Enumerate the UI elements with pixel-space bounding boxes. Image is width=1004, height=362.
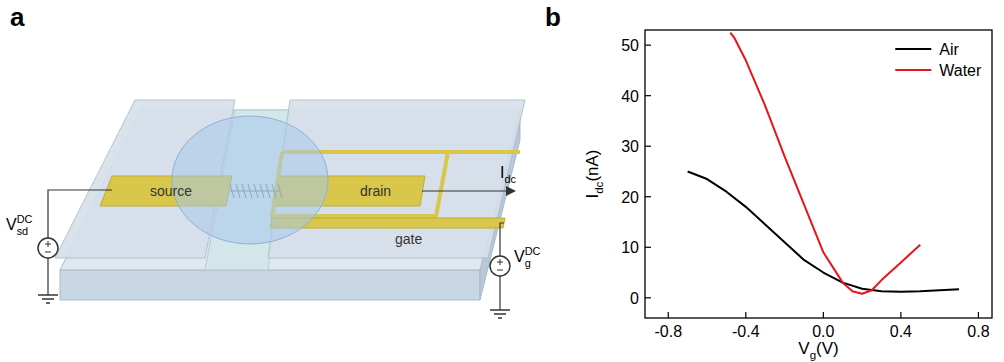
label-sup: DC xyxy=(525,245,541,257)
water-droplet xyxy=(172,116,328,244)
label-sub: sd xyxy=(17,225,29,237)
x-tick xyxy=(978,312,979,318)
x-tick-label: -0.8 xyxy=(654,323,682,340)
y-tick-label: 40 xyxy=(621,88,639,105)
label-base: V xyxy=(514,248,525,265)
plot-frame xyxy=(645,30,992,318)
x-tick-label: 0.0 xyxy=(812,323,834,340)
label-sup: DC xyxy=(17,213,33,225)
slab-front xyxy=(60,270,480,300)
ground xyxy=(494,313,506,315)
x-tick-label: 0.8 xyxy=(967,323,989,340)
label-sub: g xyxy=(525,257,531,269)
x-tick xyxy=(745,312,746,318)
ground xyxy=(490,309,510,311)
ground xyxy=(498,317,502,319)
panel-letter: a xyxy=(10,2,25,32)
arrow-head xyxy=(506,186,516,196)
y-tick xyxy=(645,196,651,197)
label: VDCg xyxy=(514,245,541,269)
y-tick-label: 20 xyxy=(621,189,639,206)
legend-label: Air xyxy=(939,41,959,58)
minus xyxy=(497,270,503,271)
wire xyxy=(500,223,504,256)
voltage-source xyxy=(490,256,510,276)
y-tick-label: 0 xyxy=(630,290,639,307)
series-line xyxy=(730,33,920,294)
voltage-source xyxy=(38,238,58,258)
y-tick xyxy=(645,297,651,298)
y-tick-label: 50 xyxy=(621,37,639,54)
x-tick-label: 0.4 xyxy=(890,323,912,340)
label-after: (V) xyxy=(816,339,839,358)
y-tick-label: 30 xyxy=(621,138,639,155)
label-sub: dc xyxy=(504,173,516,185)
x-tick xyxy=(823,312,824,318)
legend: Air Water xyxy=(895,41,982,79)
label-base: V xyxy=(798,339,810,358)
chart: -0.8 -0.4 0.0 0.4 0.8 0 10 20 30 40 50 Vg(V) Idc(nA)… xyxy=(583,30,992,361)
y-tick-label: 10 xyxy=(621,239,639,256)
plus xyxy=(500,259,501,265)
label-sub: dc xyxy=(593,181,605,193)
legend-swatch xyxy=(895,69,931,71)
figure: absourcedraingateVDCsdVDCgIdc-0.8-0.40.0… xyxy=(0,0,1004,362)
ground xyxy=(38,294,58,296)
y-axis-title: Idc(nA) xyxy=(583,149,605,198)
wire xyxy=(48,190,112,238)
ground xyxy=(42,298,54,300)
label-base: V xyxy=(6,216,17,233)
x-tick xyxy=(900,312,901,318)
minus xyxy=(45,252,51,253)
label-after: (nA) xyxy=(583,149,602,181)
panel-letter: b xyxy=(545,2,561,32)
legend-swatch xyxy=(895,48,931,50)
y-tick xyxy=(645,95,651,96)
y-tick xyxy=(645,45,651,46)
label: VDCsd xyxy=(6,213,33,237)
legend-label: Water xyxy=(939,62,982,79)
wire xyxy=(47,258,48,295)
current-arrow xyxy=(422,190,508,191)
drain-label: drain xyxy=(360,183,391,199)
gate-label: gate xyxy=(395,231,422,247)
plot-area xyxy=(688,33,959,294)
wire xyxy=(499,276,500,310)
plus xyxy=(48,241,49,247)
label: Idc xyxy=(500,164,517,185)
gate-lead xyxy=(448,150,520,154)
x-axis-title: Vg(V) xyxy=(798,339,838,361)
device-diagram: sourcedraingateVDCsdVDCgIdc xyxy=(6,100,541,318)
x-tick-label: -0.4 xyxy=(732,323,760,340)
ground xyxy=(46,302,50,304)
y-tick xyxy=(645,146,651,147)
x-tick xyxy=(668,312,669,318)
series-line xyxy=(688,171,959,291)
y-tick xyxy=(645,247,651,248)
source-label: source xyxy=(150,183,192,199)
